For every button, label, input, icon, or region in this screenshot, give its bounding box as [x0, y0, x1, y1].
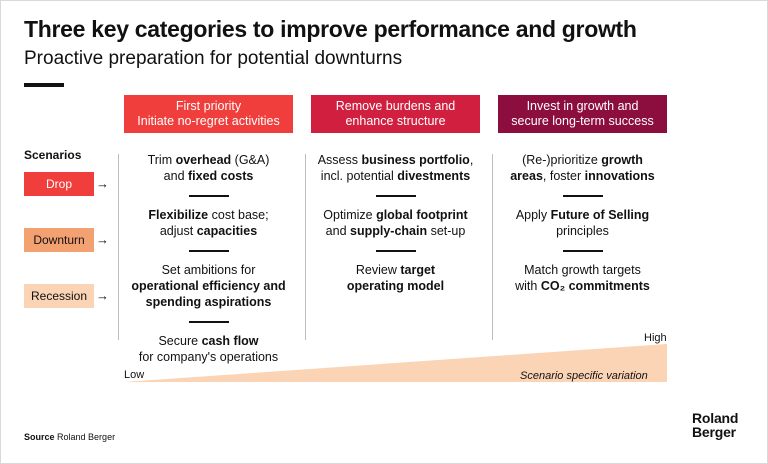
logo-line: Berger: [692, 424, 736, 440]
column-divider: [305, 154, 306, 340]
action-item: Optimize global footprint and supply-chai…: [305, 207, 486, 239]
action-item: Trim overhead (G&A) and fixed costs: [118, 152, 299, 184]
column-header-line: Invest in growth and: [526, 99, 639, 113]
right-arrow-icon: →: [96, 232, 109, 247]
action-text: (Re-)prioritize: [522, 153, 602, 167]
action-text: ,: [469, 153, 474, 167]
action-text: Trim: [147, 153, 176, 167]
action-keyword: areas: [510, 169, 543, 183]
scenario-variation-wedge: [124, 344, 667, 382]
action-keyword: divestments: [397, 169, 471, 183]
action-item: Flexibilize cost base; adjust capacities: [118, 207, 299, 239]
column-header-line: enhance structure: [345, 114, 446, 128]
source-label: Source: [24, 432, 55, 442]
source-text: Roland Berger: [57, 432, 116, 442]
action-keyword: operational efficiency and: [131, 279, 286, 293]
right-arrow-icon: →: [96, 288, 109, 303]
actions-column-first-priority: Trim overhead (G&A) and fixed costs Flexib…: [118, 152, 299, 365]
action-keyword: growth: [601, 153, 643, 167]
action-text: Optimize: [323, 208, 377, 222]
source-note: Source Roland Berger: [24, 432, 115, 442]
action-keyword: supply-chain: [350, 224, 428, 238]
scenario-badge-recession: Recession: [24, 284, 94, 308]
item-separator: [562, 250, 603, 252]
action-keyword: spending aspirations: [145, 295, 272, 309]
action-text: principles: [556, 224, 609, 238]
item-separator: [375, 250, 416, 252]
action-text: adjust: [159, 224, 197, 238]
action-text: incl. potential: [320, 169, 398, 183]
action-item: (Re-)prioritize growth areas, foster inno…: [492, 152, 673, 184]
column-header-invest-growth: Invest in growth and secure long-term su…: [498, 95, 667, 133]
logo-line: Roland: [692, 410, 739, 426]
action-text: Apply: [515, 208, 551, 222]
action-keyword: capacities: [196, 224, 258, 238]
action-item: Set ambitions for operational efficiency …: [118, 262, 299, 310]
action-keyword: business portfolio: [361, 153, 470, 167]
action-keyword: overhead: [175, 153, 232, 167]
slide-title: Three key categories to improve performa…: [24, 16, 637, 42]
scenario-badge-downturn: Downturn: [24, 228, 94, 252]
action-text: for company's operations: [138, 350, 279, 364]
column-header-line: secure long-term success: [511, 114, 654, 128]
column-divider: [492, 154, 493, 340]
action-keyword: global footprint: [376, 208, 468, 222]
action-text: Review: [355, 263, 401, 277]
action-text: and: [163, 169, 189, 183]
roland-berger-logo: Roland Berger: [692, 411, 738, 439]
scale-high-label: High: [644, 332, 667, 344]
actions-column-remove-burdens: Assess business portfolio, incl. potentia…: [305, 152, 486, 294]
column-header-first-priority: First priority Initiate no-regret activi…: [124, 95, 293, 133]
action-keyword: innovations: [584, 169, 655, 183]
item-separator: [375, 195, 416, 197]
action-item: Assess business portfolio, incl. potentia…: [305, 152, 486, 184]
action-text: with: [515, 279, 541, 293]
action-text: Set ambitions for: [161, 263, 256, 277]
action-item: Review target operating model: [305, 262, 486, 294]
column-header-line: First priority: [175, 99, 242, 113]
action-keyword: CO₂ commitments: [540, 279, 650, 293]
actions-column-invest-growth: (Re-)prioritize growth areas, foster inno…: [492, 152, 673, 294]
action-text: , foster: [542, 169, 585, 183]
column-header-line: Remove burdens and: [335, 99, 456, 113]
scale-low-label: Low: [124, 369, 145, 381]
title-underline: [24, 83, 64, 87]
action-text: Assess: [317, 153, 362, 167]
column-header-line: Initiate no-regret activities: [137, 114, 280, 128]
action-item: Apply Future of Selling principles: [492, 207, 673, 239]
action-item: Match growth targets with CO₂ commitments: [492, 262, 673, 294]
column-header-remove-burdens: Remove burdens and enhance structure: [311, 95, 480, 133]
item-separator: [188, 195, 229, 197]
action-text: (G&A): [231, 153, 270, 167]
slide-subtitle: Proactive preparation for potential down…: [24, 48, 403, 69]
scenarios-label: Scenarios: [24, 148, 82, 162]
action-text: and: [325, 224, 351, 238]
item-separator: [188, 250, 229, 252]
action-text: Secure: [158, 334, 202, 348]
action-keyword: cash flow: [201, 334, 259, 348]
item-separator: [562, 195, 603, 197]
action-keyword: fixed costs: [188, 169, 254, 183]
action-text: set-up: [427, 224, 466, 238]
right-arrow-icon: →: [96, 176, 109, 191]
action-keyword: target: [400, 263, 436, 277]
scale-caption: Scenario specific variation: [520, 370, 648, 382]
column-divider: [118, 154, 119, 340]
action-keyword: Future of Selling: [550, 208, 650, 222]
scenario-badge-drop: Drop: [24, 172, 94, 196]
item-separator: [188, 321, 229, 323]
action-keyword: operating model: [346, 279, 445, 293]
action-item: Secure cash flow for company's operations: [118, 333, 299, 365]
action-text: cost base;: [208, 208, 269, 222]
action-text: Match growth targets: [524, 263, 641, 277]
action-keyword: Flexibilize: [148, 208, 209, 222]
